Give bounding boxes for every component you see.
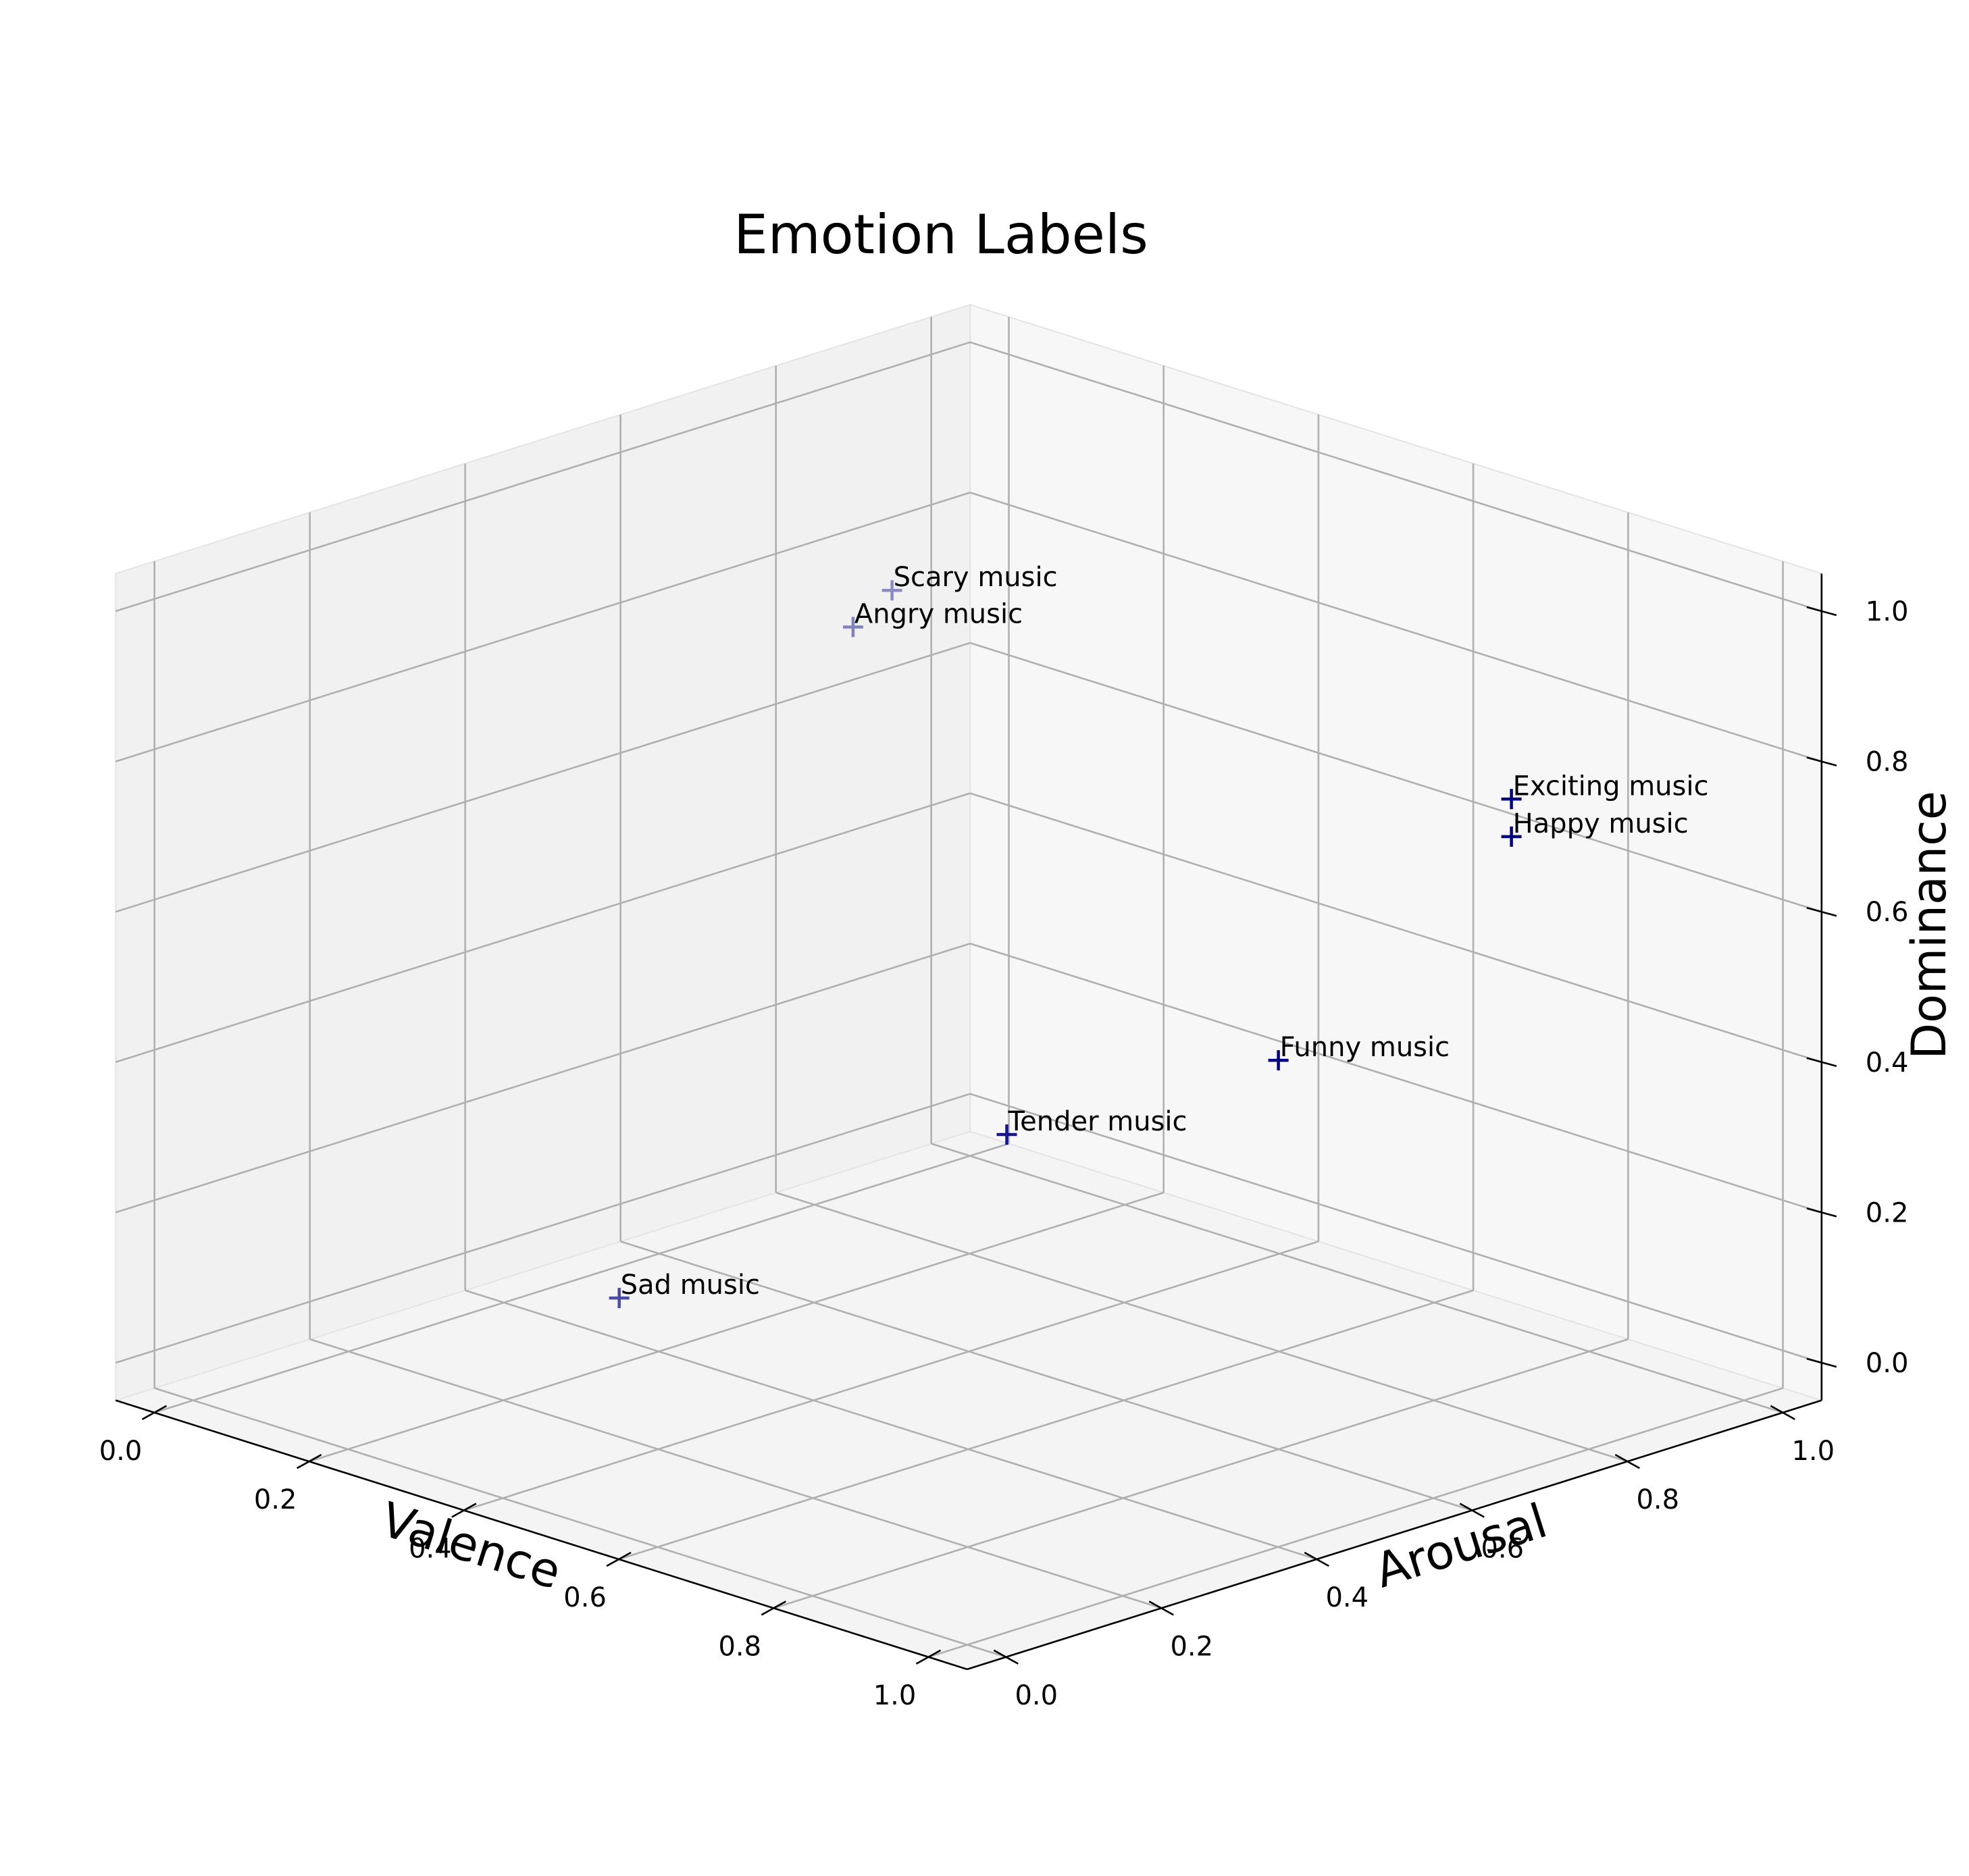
valence-tick-label: 1.0 <box>873 1680 917 1711</box>
gridline-arousal-floor <box>309 1338 1162 1609</box>
arousal-tick <box>993 1649 1019 1665</box>
arousal-tick-label: 0.2 <box>1170 1631 1213 1662</box>
gridline-arousal-floor <box>154 1387 1006 1658</box>
dominance-tick <box>1806 756 1837 766</box>
gridline-dominance-left <box>969 792 1822 1064</box>
arousal-tick <box>1148 1600 1174 1616</box>
valence-tick <box>761 1600 786 1616</box>
gridline-dominance-left <box>969 341 1822 613</box>
dominance-tick <box>1806 1207 1837 1218</box>
gridline-arousal-floor <box>620 1241 1473 1511</box>
valence-tick-label: 0.0 <box>99 1436 143 1467</box>
dominance-tick <box>1806 1357 1837 1368</box>
valence-tick-label: 0.2 <box>254 1484 297 1515</box>
gridline-valence-floor <box>773 1338 1629 1609</box>
data-point <box>1268 1050 1289 1071</box>
valence-axis-line <box>115 1399 968 1671</box>
arousal-tick <box>1614 1454 1640 1469</box>
gridline-valence-floor <box>928 1387 1783 1658</box>
right-wall-pane <box>115 303 971 1402</box>
arousal-tick-label: 0.8 <box>1636 1484 1679 1515</box>
chart-title: Emotion Labels <box>734 203 1148 266</box>
gridline-dominance-right <box>115 942 971 1214</box>
valence-tick-label: 0.6 <box>563 1582 607 1613</box>
gridline-dominance-left <box>969 1093 1822 1364</box>
dominance-tick-label: 0.8 <box>1866 747 1909 778</box>
dominance-tick <box>1806 906 1837 917</box>
dominance-axis-label: Dominance <box>1901 791 1957 1060</box>
point-label: Scary music <box>894 562 1058 593</box>
dominance-tick <box>1806 606 1837 617</box>
gridline-valence-floor <box>618 1289 1474 1561</box>
pane-layer <box>113 303 1824 1670</box>
arousal-tick-label: 1.0 <box>1791 1436 1835 1467</box>
gridline-valence-floor <box>309 1191 1165 1463</box>
valence-tick <box>915 1649 942 1665</box>
point-label: Sad music <box>621 1270 760 1301</box>
gridline-dominance-right <box>115 792 971 1064</box>
gridline-dominance-right <box>115 341 971 613</box>
point-label: Tender music <box>1008 1106 1187 1137</box>
valence-tick <box>451 1503 477 1518</box>
gridline-dominance-right <box>115 492 971 762</box>
gridline-layer <box>115 317 1822 1658</box>
gridline-arousal-floor <box>931 1143 1783 1413</box>
arousal-axis-line <box>967 1399 1822 1671</box>
point-label: Funny music <box>1280 1032 1450 1063</box>
data-point <box>609 1288 630 1309</box>
dominance-tick-label: 0.6 <box>1866 897 1909 928</box>
point-label: Angry music <box>854 599 1023 630</box>
data-point <box>881 580 902 601</box>
arousal-tick-label: 0.6 <box>1481 1534 1524 1565</box>
points-layer: Exciting music Happy music Funny music Tend… <box>609 562 1709 1309</box>
dominance-tick <box>1806 1057 1837 1068</box>
arousal-tick-label: 0.4 <box>1325 1582 1369 1613</box>
data-point <box>842 617 863 637</box>
dominance-tick-label: 0.2 <box>1866 1197 1909 1228</box>
arousal-tick <box>1459 1503 1485 1518</box>
valence-tick-label: 0.8 <box>718 1631 761 1662</box>
dominance-tick-label: 1.0 <box>1866 596 1909 627</box>
valence-tick <box>606 1551 632 1567</box>
data-point <box>996 1124 1017 1145</box>
point-label: Exciting music <box>1513 771 1709 802</box>
gridline-dominance-left <box>969 942 1822 1214</box>
point-label: Happy music <box>1513 808 1689 839</box>
gridline-dominance-right <box>115 642 971 913</box>
gridline-dominance-left <box>969 492 1822 762</box>
gridline-dominance-right <box>115 1093 971 1364</box>
valence-tick-label: 0.4 <box>409 1534 452 1565</box>
arousal-tick <box>1304 1551 1329 1567</box>
valence-tick <box>297 1454 322 1469</box>
gridline-valence-floor <box>154 1143 1009 1413</box>
data-point <box>1501 789 1522 810</box>
arousal-tick <box>1770 1405 1795 1420</box>
dominance-tick-label: 0.0 <box>1866 1348 1909 1379</box>
gridline-arousal-floor <box>775 1191 1628 1463</box>
gridline-valence-floor <box>463 1241 1319 1511</box>
data-point <box>1501 826 1522 847</box>
valence-tick <box>141 1405 168 1420</box>
gridline-dominance-left <box>969 642 1822 913</box>
gridline-arousal-floor <box>465 1289 1317 1561</box>
arousal-tick-label: 0.0 <box>1015 1680 1058 1711</box>
dominance-tick-label: 0.4 <box>1866 1047 1909 1078</box>
